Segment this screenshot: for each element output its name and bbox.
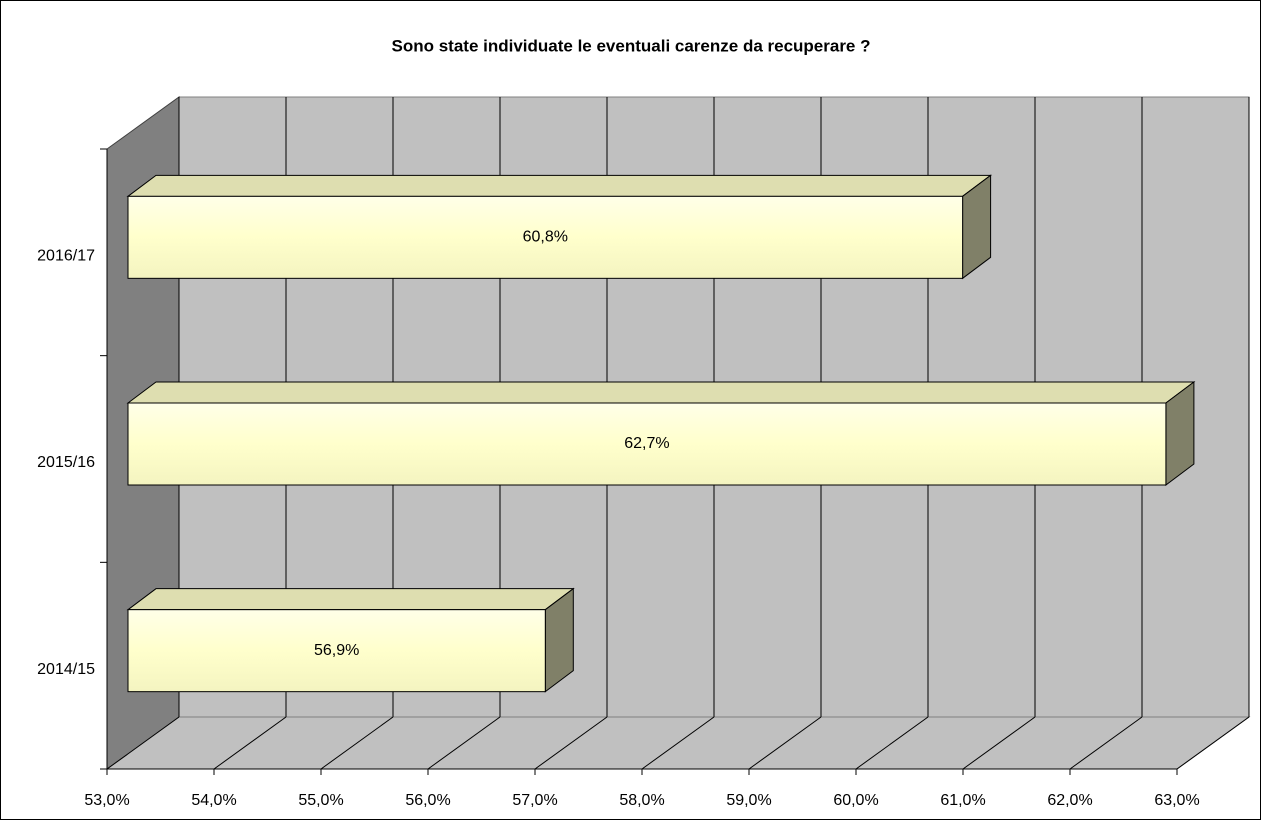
floor-grid-line: [748, 716, 822, 770]
x-tick-label: 53,0%: [84, 792, 129, 809]
x-tick-label: 62,0%: [1047, 792, 1092, 809]
x-tick-label: 54,0%: [191, 792, 236, 809]
bar-top: [126, 174, 993, 197]
floor-grid-line: [1176, 716, 1250, 770]
bars: [126, 174, 1196, 693]
y-tick-label: 2014/15: [37, 661, 95, 678]
data-label: 56,9%: [314, 642, 359, 659]
bar: [127, 609, 546, 693]
x-tick-label: 57,0%: [512, 792, 557, 809]
floor-grid-line: [534, 716, 608, 770]
floor-grid-line: [641, 716, 715, 770]
x-tick-label: 60,0%: [833, 792, 878, 809]
bar-top: [126, 588, 575, 611]
x-tick-label: 59,0%: [726, 792, 771, 809]
data-label: 60,8%: [523, 229, 568, 246]
x-tick-label: 63,0%: [1154, 792, 1199, 809]
bar-top: [126, 381, 1196, 404]
floor-grid-line: [855, 716, 929, 770]
y-tick-label: 2016/17: [37, 248, 95, 265]
y-tick-label: 2015/16: [37, 454, 95, 471]
x-tick-label: 58,0%: [619, 792, 664, 809]
floor-grid-line: [320, 716, 394, 770]
data-label: 62,7%: [624, 435, 669, 452]
floor-grid-line: [106, 716, 180, 770]
x-tick-label: 55,0%: [298, 792, 343, 809]
x-tick-label: 61,0%: [940, 792, 985, 809]
bar: [127, 402, 1167, 486]
x-tick-label: 56,0%: [405, 792, 450, 809]
floor-grid-line: [1069, 716, 1143, 770]
floor-grid-line: [962, 716, 1036, 770]
floor-grid-line: [427, 716, 501, 770]
chart-title: Sono state individuate le eventuali care…: [392, 36, 871, 55]
bar: [127, 195, 964, 279]
floor-grid-line: [213, 716, 287, 770]
